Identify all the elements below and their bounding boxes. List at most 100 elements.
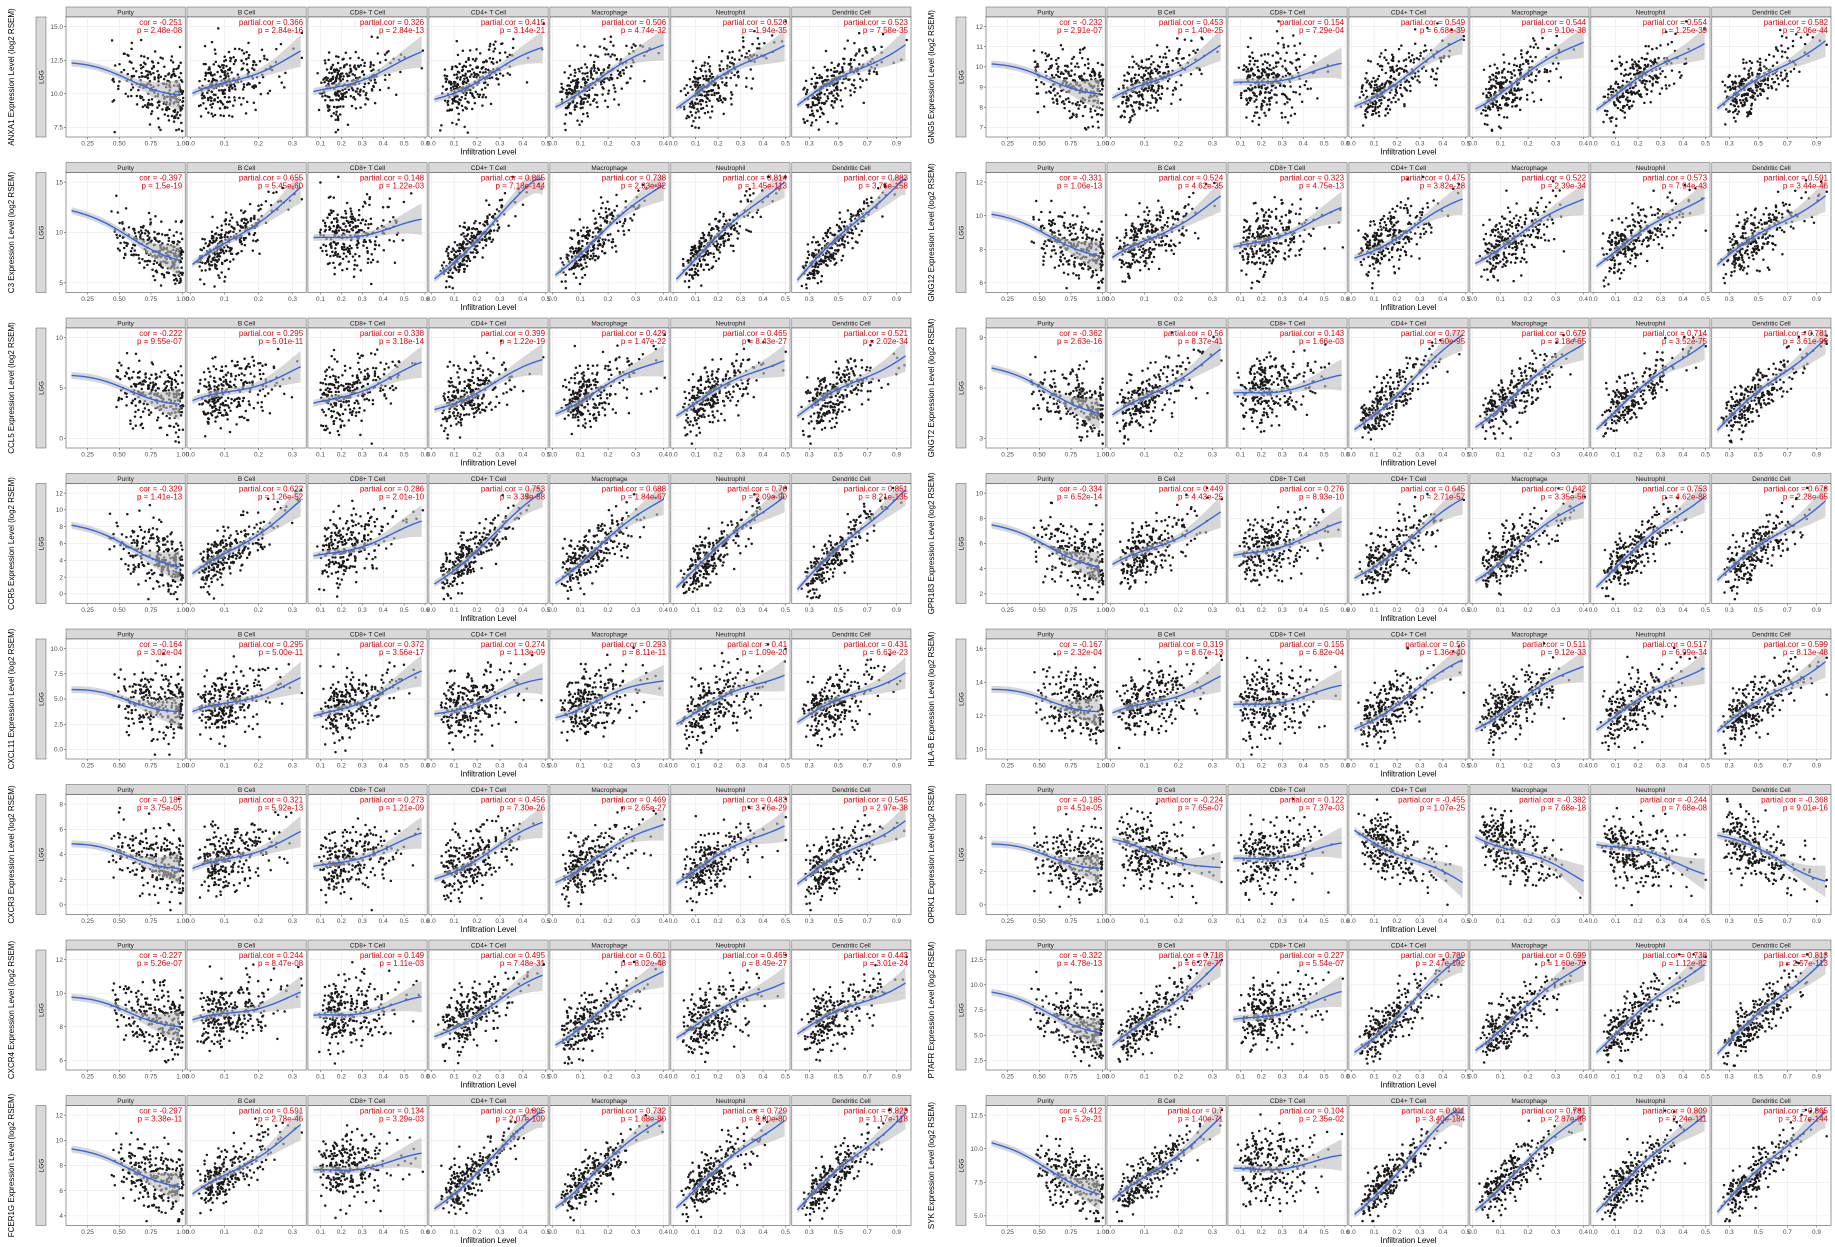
data-point bbox=[834, 96, 837, 100]
panel-title: B Cell bbox=[238, 9, 256, 16]
data-point bbox=[339, 226, 342, 230]
x-tick-label: 0.1 bbox=[1370, 141, 1379, 148]
data-point bbox=[338, 73, 342, 77]
data-point bbox=[338, 90, 341, 93]
data-point bbox=[1049, 85, 1053, 89]
data-point bbox=[736, 70, 740, 73]
data-point bbox=[233, 99, 237, 102]
data-point bbox=[1254, 86, 1257, 89]
data-point bbox=[804, 79, 808, 83]
data-point bbox=[355, 90, 358, 93]
data-point bbox=[1627, 91, 1630, 94]
data-point bbox=[1619, 72, 1623, 76]
data-point bbox=[1270, 68, 1273, 72]
data-point bbox=[368, 203, 371, 207]
data-point bbox=[1734, 85, 1737, 89]
x-tick-label: 0.2 bbox=[1257, 141, 1266, 148]
data-point bbox=[594, 93, 597, 96]
data-point bbox=[181, 100, 184, 103]
data-point bbox=[1364, 115, 1367, 119]
data-point bbox=[578, 123, 581, 127]
data-point bbox=[1758, 63, 1762, 67]
data-point bbox=[698, 116, 701, 119]
data-point bbox=[179, 71, 183, 75]
data-point bbox=[1364, 89, 1368, 92]
data-point bbox=[489, 102, 493, 106]
data-point bbox=[1042, 105, 1046, 108]
data-point bbox=[208, 243, 211, 246]
data-point bbox=[1528, 79, 1531, 82]
data-point bbox=[1748, 59, 1752, 63]
data-point bbox=[1500, 83, 1503, 86]
data-point bbox=[179, 109, 182, 112]
data-point bbox=[481, 60, 485, 64]
data-point bbox=[1612, 87, 1615, 91]
data-point bbox=[209, 99, 213, 103]
data-point bbox=[1064, 70, 1068, 73]
data-point bbox=[141, 75, 144, 78]
data-point bbox=[1380, 102, 1383, 105]
data-point bbox=[824, 49, 828, 53]
data-point bbox=[818, 115, 822, 119]
data-point bbox=[493, 47, 497, 50]
data-point bbox=[1413, 28, 1417, 31]
data-point bbox=[1150, 54, 1153, 58]
data-point bbox=[1532, 100, 1536, 103]
data-point bbox=[701, 99, 705, 103]
data-point bbox=[157, 80, 160, 83]
p-value: p = 2.84e-13 bbox=[379, 26, 425, 35]
data-point bbox=[1417, 75, 1420, 78]
data-point bbox=[1125, 79, 1129, 83]
data-point bbox=[1374, 112, 1378, 115]
data-point bbox=[1059, 43, 1063, 47]
data-point bbox=[1731, 86, 1735, 90]
data-point bbox=[163, 113, 167, 116]
data-point bbox=[241, 67, 244, 70]
data-point bbox=[233, 85, 237, 88]
data-point bbox=[174, 282, 177, 286]
data-point bbox=[1630, 90, 1633, 93]
data-point bbox=[240, 59, 243, 62]
data-point bbox=[138, 261, 141, 265]
data-point bbox=[142, 98, 145, 102]
data-point bbox=[244, 236, 248, 240]
data-point bbox=[378, 88, 382, 92]
data-point bbox=[1648, 74, 1651, 78]
data-point bbox=[1519, 63, 1522, 67]
data-point bbox=[1732, 111, 1735, 114]
data-point bbox=[359, 64, 363, 67]
data-point bbox=[300, 197, 304, 201]
data-point bbox=[694, 80, 698, 83]
data-point bbox=[161, 108, 164, 111]
data-point bbox=[324, 76, 328, 79]
data-point bbox=[344, 225, 348, 228]
data-point bbox=[233, 96, 236, 99]
data-point bbox=[1507, 97, 1511, 101]
x-tick-label: 0.3 bbox=[495, 141, 504, 148]
data-point bbox=[1260, 86, 1264, 90]
x-tick-label: 0.2 bbox=[337, 141, 346, 148]
data-point bbox=[175, 113, 178, 116]
data-point bbox=[141, 105, 145, 109]
data-point bbox=[1171, 93, 1175, 96]
data-point bbox=[180, 266, 183, 269]
data-point bbox=[181, 96, 185, 100]
data-point bbox=[849, 58, 853, 62]
data-point bbox=[176, 240, 180, 243]
data-point bbox=[247, 41, 250, 45]
data-point bbox=[587, 94, 591, 98]
data-point bbox=[1248, 62, 1251, 66]
data-point bbox=[626, 81, 629, 84]
data-point bbox=[721, 81, 724, 84]
data-point bbox=[1083, 63, 1087, 67]
data-point bbox=[140, 54, 143, 58]
data-point bbox=[208, 264, 212, 267]
data-point bbox=[1743, 67, 1746, 70]
data-point bbox=[1267, 67, 1271, 71]
data-point bbox=[1251, 120, 1254, 123]
data-point bbox=[1747, 88, 1750, 92]
data-point bbox=[347, 230, 351, 234]
data-point bbox=[149, 218, 152, 221]
data-point bbox=[1250, 51, 1254, 54]
data-point bbox=[329, 67, 333, 70]
